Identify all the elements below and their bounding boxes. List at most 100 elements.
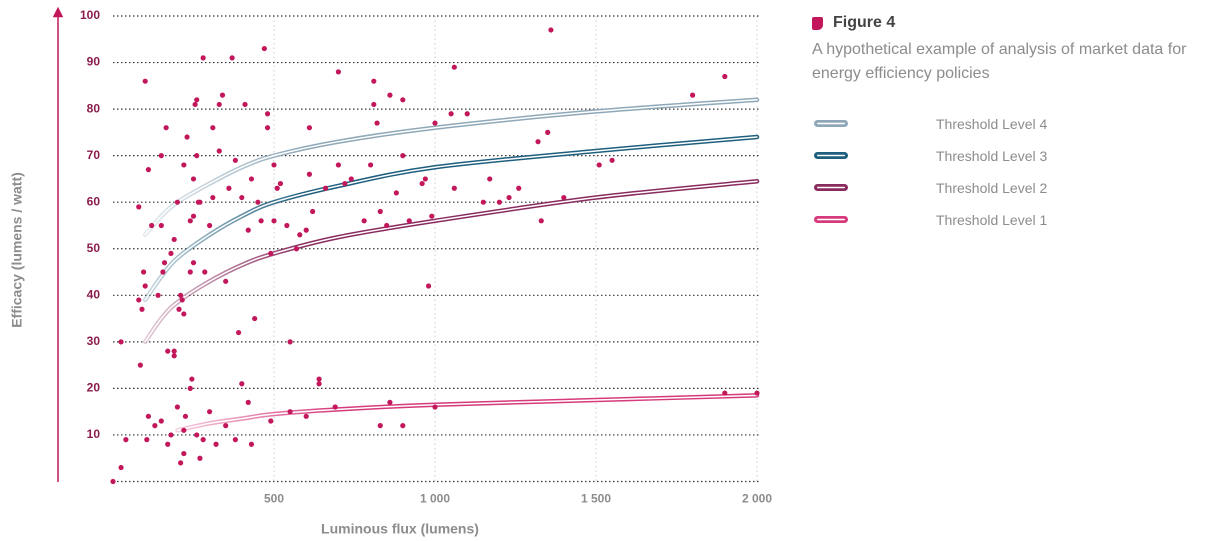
data-point [187,218,193,224]
data-point [171,348,177,354]
data-point [451,185,457,191]
data-point [255,199,261,205]
chart: Efficacy (lumens / watt) Luminous flux (… [9,6,772,537]
data-point [268,418,274,424]
data-point [136,297,142,303]
x-tick-label: 2 000 [742,492,772,506]
data-point [123,437,129,443]
y-tick-label: 100 [80,8,100,22]
data-point [194,432,200,438]
y-tick-label: 20 [87,381,101,395]
threshold-line-core [144,180,758,343]
data-point [197,455,203,461]
data-point [181,311,187,317]
data-point [200,55,206,61]
data-point [342,180,348,187]
data-point [310,208,316,215]
data-point [118,339,124,345]
data-point [387,399,393,405]
data-point [200,437,206,443]
data-point [464,111,470,117]
data-point [139,306,145,312]
data-point [271,218,277,224]
data-point [144,437,150,443]
y-tick-label: 40 [87,287,101,301]
data-point [609,157,615,163]
legend-icon [814,152,848,159]
data-point [190,213,197,219]
data-point [137,362,143,368]
data-point [545,129,551,135]
data-point [187,385,193,391]
data-point [451,64,457,70]
data-point [192,101,198,108]
threshold-line-core [176,394,758,432]
data-point [538,218,544,224]
data-point [178,460,184,466]
data-point [239,381,245,387]
figure-title: Figure 4 [833,14,896,31]
data-point [264,125,271,131]
data-point [480,199,486,205]
data-point [348,176,354,182]
data-point [165,348,171,354]
data-point [316,376,322,382]
data-point [223,423,229,429]
data-point [158,418,164,424]
data-point [163,125,169,131]
x-tick-label: 1 000 [420,492,450,506]
data-point [400,97,406,103]
data-point [202,269,208,275]
legend-label: Threshold Level 4 [936,116,1048,132]
data-point [235,329,242,336]
data-point [406,218,412,224]
data-point [384,222,390,229]
threshold-line-core [144,99,758,236]
data-point [274,185,280,191]
data-point [516,185,522,191]
data-point [271,162,277,168]
legend-icon [814,120,848,127]
data-point [248,176,255,182]
y-tick-label: 90 [87,55,101,69]
y-tick-label: 10 [87,427,101,441]
data-point [400,423,406,429]
data-point [690,92,696,98]
data-point [187,269,193,275]
data-point [174,404,180,410]
data-point [232,437,238,443]
data-point [181,450,187,457]
data-point [168,250,174,257]
data-point [216,101,222,108]
data-point [158,222,164,229]
data-point [425,283,432,289]
data-point [722,73,728,80]
figure-icon [812,16,823,30]
legend-icon [814,184,848,191]
data-point [303,413,309,419]
data-point [377,208,383,215]
figure-description: A hypothetical example of analysis of ma… [812,41,1187,82]
data-point [419,180,425,187]
y-tick-label: 70 [87,148,101,162]
data-point [422,176,428,182]
data-point [322,185,329,191]
data-point [371,78,377,84]
data-point [287,339,293,345]
data-point [448,111,454,117]
data-point [248,441,255,447]
data-point [387,92,393,98]
data-point [258,218,264,224]
data-point [229,55,235,61]
data-point [252,315,258,322]
data-point [506,194,512,201]
data-point [140,269,147,275]
data-point [207,409,213,415]
data-point [174,199,180,205]
data-point [213,441,219,447]
data-point [374,120,380,126]
data-point [207,222,213,229]
data-point [361,218,367,224]
data-point [722,390,728,396]
